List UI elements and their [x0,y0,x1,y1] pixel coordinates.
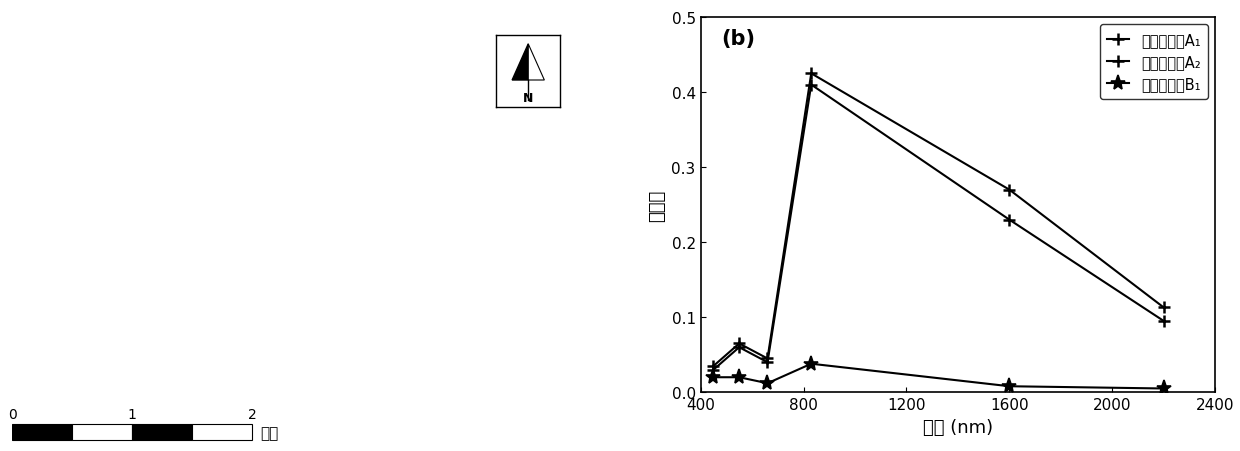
Text: (b): (b) [722,29,755,49]
Text: 0: 0 [7,407,17,421]
Bar [12,424,72,440]
Line: 阴影区植被B₁: 阴影区植被B₁ [706,356,1172,396]
阴影区植被B₁ [1156,386,1171,391]
明亮区植被A₂ [1002,217,1017,223]
明亮区植被A₁ [732,341,746,346]
Polygon shape [12,21,120,178]
Polygon shape [252,76,343,151]
Polygon shape [528,45,544,81]
Polygon shape [280,21,366,60]
明亮区植被A₁ [760,356,775,361]
Polygon shape [184,235,191,241]
阴影区植被B₁ [1002,384,1017,389]
Bar [192,424,252,440]
Y-axis label: 反射率: 反射率 [649,189,666,221]
Polygon shape [12,217,52,261]
Text: A₂: A₂ [275,188,295,206]
明亮区植被A₁ [1002,188,1017,193]
明亮区植被A₂ [706,367,720,373]
Polygon shape [229,33,309,80]
Polygon shape [195,49,223,72]
明亮区植被A₁ [1156,305,1171,310]
明亮区植被A₁ [804,72,818,77]
明亮区植被A₂ [1156,318,1171,324]
Text: B₁: B₁ [229,156,249,175]
Polygon shape [138,290,145,296]
Polygon shape [512,45,528,81]
明亮区植被A₂ [760,360,775,365]
Text: 千米: 千米 [260,425,279,440]
Text: N: N [523,92,533,105]
Polygon shape [401,106,407,112]
Polygon shape [92,329,99,335]
阴影区植被B₁ [760,381,775,386]
阴影区植被B₁ [804,361,818,367]
Line: 明亮区植被A₂: 明亮区植被A₂ [707,79,1171,376]
明亮区植被A₂ [732,345,746,350]
Polygon shape [172,196,179,202]
Polygon shape [155,145,162,151]
Polygon shape [12,276,41,304]
Polygon shape [326,115,348,135]
Line: 明亮区植被A₁: 明亮区植被A₁ [707,68,1171,373]
Bar [133,424,192,440]
阴影区植被B₁ [706,375,720,380]
Legend: 明亮区植被A₁, 明亮区植被A₂, 阴影区植被B₁: 明亮区植被A₁, 明亮区植被A₂, 阴影区植被B₁ [1100,25,1208,99]
Text: 1: 1 [128,407,136,421]
Text: 2: 2 [248,407,257,421]
X-axis label: 波长 (nm): 波长 (nm) [923,418,993,436]
Text: A₁: A₁ [138,98,157,115]
Bar [72,424,133,440]
阴影区植被B₁ [732,375,746,380]
Polygon shape [372,165,378,170]
Polygon shape [218,320,263,351]
明亮区植被A₂ [804,83,818,88]
明亮区植被A₁ [706,364,720,369]
